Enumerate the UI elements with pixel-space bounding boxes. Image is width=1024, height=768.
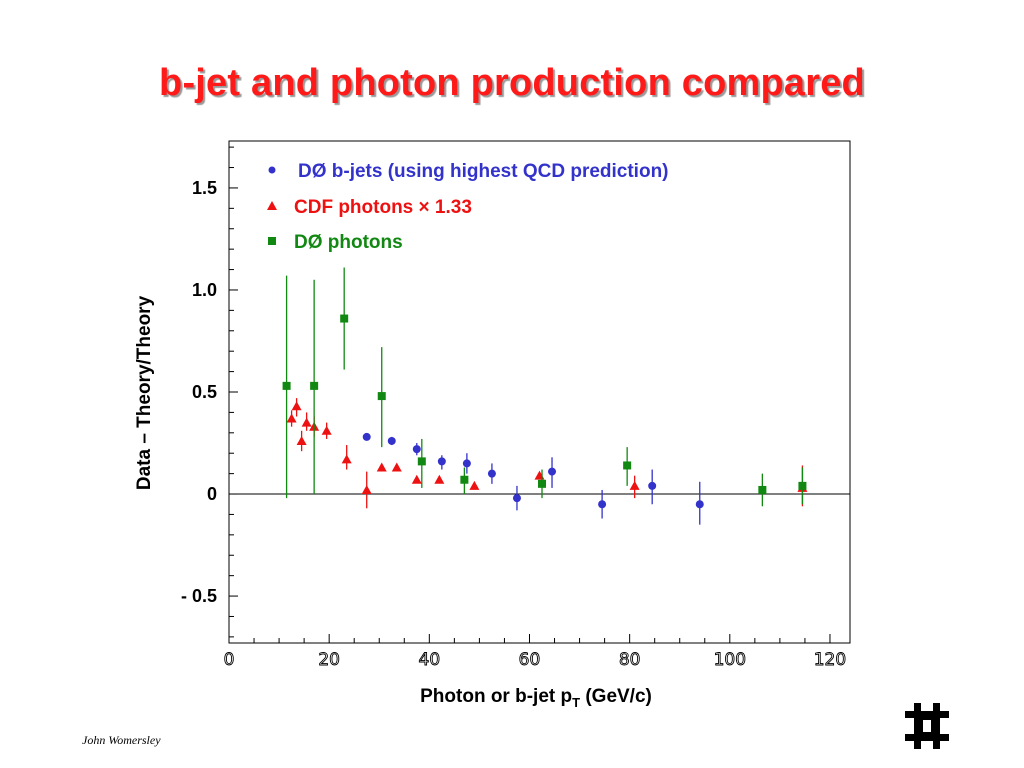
data-point	[412, 445, 421, 454]
data-point	[469, 480, 480, 490]
data-point	[417, 457, 426, 466]
fermilab-logo-icon	[905, 703, 949, 749]
x-tick-label: 20	[318, 650, 340, 670]
data-point	[648, 481, 657, 490]
data-point	[629, 480, 640, 490]
data-point	[387, 436, 396, 445]
legend-label: DØ photons	[294, 232, 403, 253]
legend-marker	[267, 201, 277, 210]
y-tick-label: 1.0	[192, 280, 217, 300]
data-point	[512, 494, 521, 503]
data-point	[282, 381, 291, 390]
data-point	[301, 417, 312, 427]
data-point	[758, 485, 767, 494]
series-square	[282, 267, 807, 507]
x-tick-label: 120	[814, 650, 846, 670]
x-tick-label: 60	[519, 650, 541, 670]
author-footer: John Womersley	[82, 733, 161, 747]
data-point	[462, 459, 471, 468]
data-point	[534, 470, 545, 480]
data-point	[391, 462, 402, 472]
data-point	[695, 500, 704, 509]
series-triangle	[286, 398, 808, 509]
data-point	[538, 479, 547, 488]
series-circle	[362, 432, 704, 525]
data-point	[623, 461, 632, 470]
data-point	[434, 474, 445, 484]
x-axis-label-suffix: (GeV/c)	[580, 686, 652, 707]
y-axis-title: Data – Theory/Theory	[134, 295, 155, 490]
data-point	[291, 401, 302, 411]
x-tick-label: 100	[714, 650, 746, 670]
data-point	[321, 425, 332, 435]
data-point	[286, 413, 297, 423]
data-point	[411, 474, 422, 484]
x-tick-label: 80	[619, 650, 641, 670]
y-tick-label: 0.5	[192, 382, 217, 402]
axis-ticks: 0 20 40 60 80 100 120 1.5 1.0 0.5 0 - 0.5	[181, 146, 847, 670]
y-tick-label: 0	[207, 484, 217, 504]
data-point	[598, 500, 607, 509]
x-axis-title: Photon or b-jet pT (GeV/c)	[420, 686, 652, 710]
y-tick-label: - 0.5	[181, 586, 217, 606]
data-point	[341, 454, 352, 464]
legend-label: DØ b-jets (using highest QCD prediction)	[298, 161, 669, 182]
data-point	[437, 457, 446, 466]
data-point	[362, 432, 371, 441]
legend-marker	[268, 166, 276, 174]
data-point	[548, 467, 557, 476]
legend: DØ b-jets (using highest QCD prediction)…	[267, 161, 669, 253]
x-axis-label-main: Photon or b-jet p	[420, 686, 572, 707]
data-point	[487, 469, 496, 478]
data-point	[296, 435, 307, 445]
data-point	[798, 481, 807, 490]
x-tick-label: 40	[419, 650, 441, 670]
data-point	[460, 475, 469, 484]
series-layer	[282, 267, 808, 525]
y-tick-label: 1.5	[192, 178, 217, 198]
x-tick-label: 0	[224, 650, 235, 670]
slide-title: b-jet and photon production compared	[159, 62, 865, 104]
data-point	[376, 462, 387, 472]
legend-label: CDF photons × 1.33	[294, 197, 472, 218]
legend-marker	[268, 237, 276, 245]
data-point	[340, 314, 349, 323]
data-point	[377, 392, 386, 401]
data-point	[361, 484, 372, 494]
x-axis-label-sub: T	[572, 695, 580, 710]
data-point	[310, 381, 319, 390]
